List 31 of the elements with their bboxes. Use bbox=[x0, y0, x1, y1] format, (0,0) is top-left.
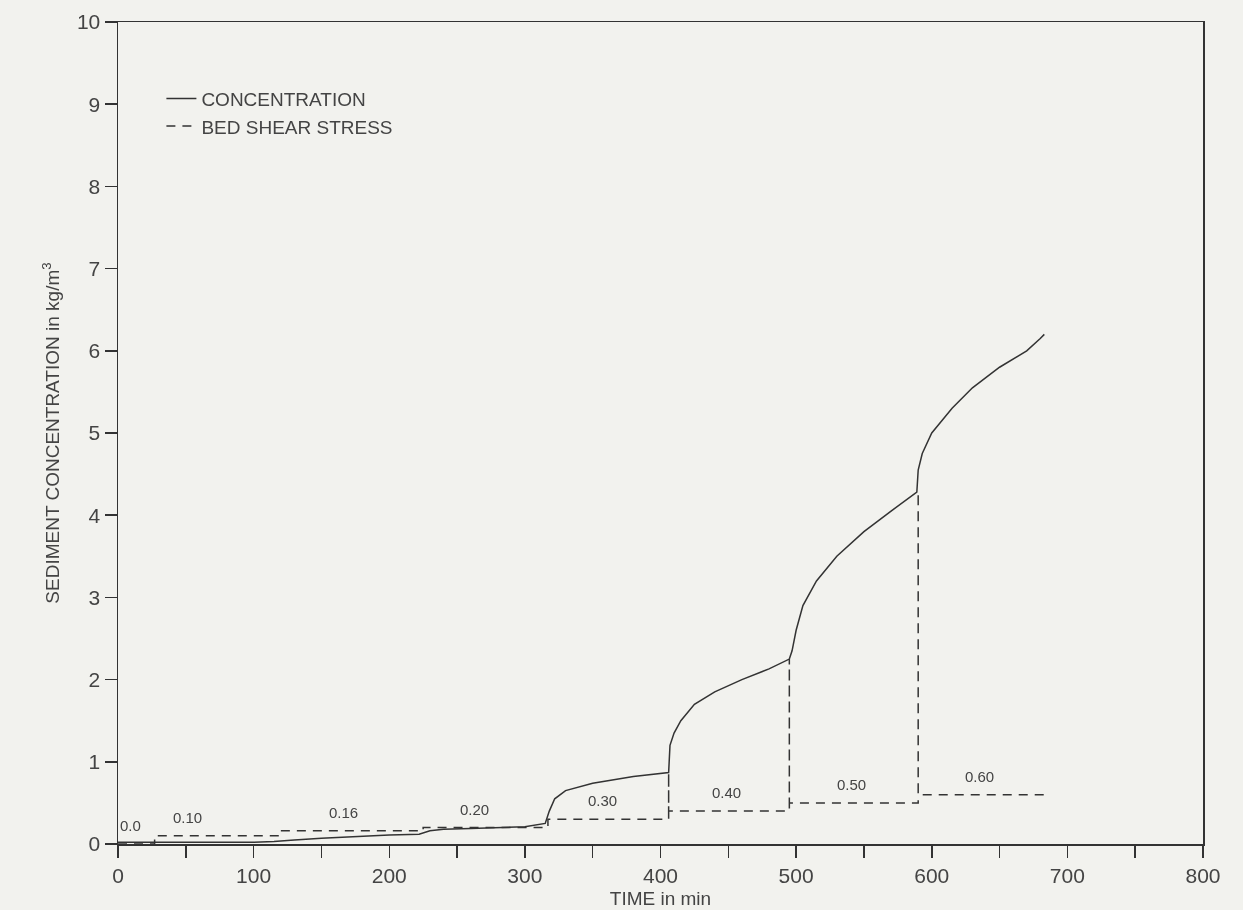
annotation: 0.60 bbox=[965, 768, 995, 785]
y-tick-label: 1 bbox=[88, 750, 101, 774]
y-tick-label: 4 bbox=[88, 503, 101, 527]
x-tick-label: 700 bbox=[1049, 863, 1085, 887]
annotation: 0.0 bbox=[120, 817, 141, 834]
y-tick-label: 10 bbox=[76, 10, 101, 34]
annotation: 0.30 bbox=[588, 792, 618, 809]
legend-label: BED SHEAR STRESS bbox=[201, 116, 393, 138]
y-tick-label: 9 bbox=[88, 92, 101, 116]
annotation: 0.10 bbox=[173, 809, 203, 826]
y-tick-label: 7 bbox=[88, 256, 101, 280]
y-tick-label: 2 bbox=[88, 667, 101, 691]
y-tick-label: 3 bbox=[88, 585, 101, 609]
x-tick-label: 200 bbox=[371, 863, 407, 887]
annotation: 0.16 bbox=[329, 804, 359, 821]
annotation: 0.50 bbox=[837, 776, 867, 793]
x-tick-label: 100 bbox=[236, 863, 272, 887]
y-tick-label: 6 bbox=[88, 339, 101, 363]
x-tick-label: 500 bbox=[778, 863, 814, 887]
y-tick-label: 5 bbox=[88, 421, 101, 445]
x-tick-label: 300 bbox=[507, 863, 543, 887]
annotation: 0.40 bbox=[712, 784, 742, 801]
legend-label: CONCENTRATION bbox=[201, 88, 366, 110]
annotation: 0.20 bbox=[460, 801, 490, 818]
y-tick-label: 0 bbox=[88, 832, 101, 856]
x-tick-label: 400 bbox=[642, 863, 679, 887]
x-tick-label: 800 bbox=[1185, 863, 1221, 887]
y-tick-label: 8 bbox=[88, 174, 101, 198]
x-tick-label: 600 bbox=[914, 863, 950, 887]
x-tick-label: 0 bbox=[112, 863, 124, 887]
x-axis-title: TIME in min bbox=[609, 888, 712, 910]
